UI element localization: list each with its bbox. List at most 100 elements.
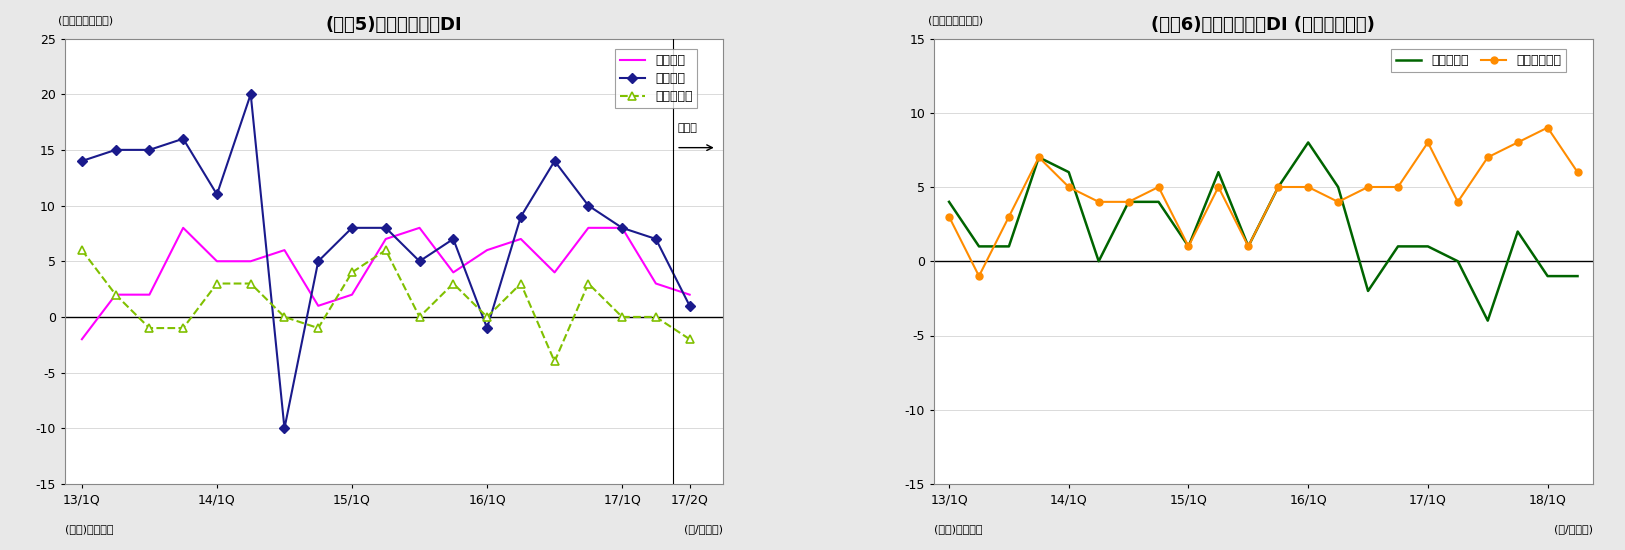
地公体向け <box>679 336 699 343</box>
個人向け <box>309 258 328 265</box>
個人向け <box>275 425 294 432</box>
中小企業向け <box>1568 169 1588 175</box>
中小企業向け <box>1238 243 1258 250</box>
中小企業向け <box>1388 184 1407 190</box>
企業向け <box>410 224 429 231</box>
中小企業向け <box>1298 184 1318 190</box>
大企業向け <box>939 199 959 205</box>
Line: 個人向け: 個人向け <box>78 91 694 432</box>
大企業向け <box>1089 258 1108 265</box>
Text: (年/四半期): (年/四半期) <box>684 524 723 534</box>
中小企業向け <box>1120 199 1139 205</box>
大企業向け <box>1419 243 1438 250</box>
大企業向け <box>1448 258 1467 265</box>
地公体向け <box>174 324 193 331</box>
大企業向け <box>1178 243 1198 250</box>
中小企業向け <box>999 213 1019 220</box>
個人向け <box>240 91 260 97</box>
企業向け <box>544 269 564 276</box>
企業向け <box>512 235 531 242</box>
企業向け <box>375 235 395 242</box>
Legend: 企業向け, 個人向け, 地公体向け: 企業向け, 個人向け, 地公体向け <box>614 49 697 108</box>
大企業向け <box>1508 228 1527 235</box>
大企業向け <box>1149 199 1168 205</box>
個人向け <box>140 146 159 153</box>
個人向け <box>410 258 429 265</box>
中小企業向け <box>1328 199 1347 205</box>
企業向け <box>613 224 632 231</box>
中小企業向け <box>1209 184 1228 190</box>
大企業向け <box>1328 184 1347 190</box>
中小企業向け <box>968 273 988 279</box>
中小企業向け <box>1479 154 1498 161</box>
大企業向け <box>1568 273 1588 279</box>
中小企業向け <box>1089 199 1108 205</box>
中小企業向け <box>1448 199 1467 205</box>
個人向け <box>208 191 228 197</box>
地公体向け <box>444 280 463 287</box>
地公体向け <box>240 280 260 287</box>
地公体向け <box>544 358 564 365</box>
企業向け <box>309 302 328 309</box>
Title: (図表5)資金需要判断DI: (図表5)資金需要判断DI <box>327 16 463 34</box>
地公体向け <box>208 280 228 287</box>
地公体向け <box>512 280 531 287</box>
Text: (ＤＩ、ポイント): (ＤＩ、ポイント) <box>928 15 983 25</box>
地公体向け <box>578 280 598 287</box>
個人向け <box>106 146 125 153</box>
個人向け <box>343 224 362 231</box>
地公体向け <box>72 247 91 254</box>
企業向け <box>72 336 91 343</box>
大企業向け <box>1060 169 1079 175</box>
中小企業向け <box>1269 184 1289 190</box>
大企業向け <box>1388 243 1407 250</box>
Line: 企業向け: 企業向け <box>81 228 689 339</box>
Text: (年/四半期): (年/四半期) <box>1554 524 1592 534</box>
個人向け <box>613 224 632 231</box>
企業向け <box>208 258 228 265</box>
地公体向け <box>106 292 125 298</box>
大企業向け <box>1269 184 1289 190</box>
中小企業向け <box>1419 139 1438 146</box>
中小企業向け <box>1029 154 1048 161</box>
企業向け <box>275 247 294 254</box>
地公体向け <box>275 314 294 320</box>
企業向け <box>444 269 463 276</box>
地公体向け <box>613 314 632 320</box>
個人向け <box>679 302 699 309</box>
Text: 見通し: 見通し <box>678 123 697 133</box>
Legend: 大企業向け, 中小企業向け: 大企業向け, 中小企業向け <box>1391 49 1566 72</box>
企業向け <box>174 224 193 231</box>
企業向け <box>478 247 497 254</box>
大企業向け <box>1537 273 1557 279</box>
地公体向け <box>478 314 497 320</box>
Text: (資料)日本銀行: (資料)日本銀行 <box>934 524 983 534</box>
大企業向け <box>1120 199 1139 205</box>
大企業向け <box>1238 243 1258 250</box>
大企業向け <box>999 243 1019 250</box>
企業向け <box>679 292 699 298</box>
中小企業向け <box>1358 184 1378 190</box>
企業向け <box>140 292 159 298</box>
個人向け <box>444 235 463 242</box>
個人向け <box>544 158 564 164</box>
企業向け <box>647 280 666 287</box>
地公体向け <box>375 247 395 254</box>
大企業向け <box>1029 154 1048 161</box>
地公体向け <box>140 324 159 331</box>
地公体向け <box>647 314 666 320</box>
中小企業向け <box>1060 184 1079 190</box>
個人向け <box>478 324 497 331</box>
Line: 中小企業向け: 中小企業向け <box>946 124 1581 279</box>
企業向け <box>578 224 598 231</box>
企業向け <box>106 292 125 298</box>
個人向け <box>578 202 598 209</box>
中小企業向け <box>1508 139 1527 146</box>
中小企業向け <box>1178 243 1198 250</box>
大企業向け <box>1479 317 1498 324</box>
地公体向け <box>343 269 362 276</box>
個人向け <box>72 158 91 164</box>
地公体向け <box>410 314 429 320</box>
大企業向け <box>1358 288 1378 294</box>
企業向け <box>240 258 260 265</box>
